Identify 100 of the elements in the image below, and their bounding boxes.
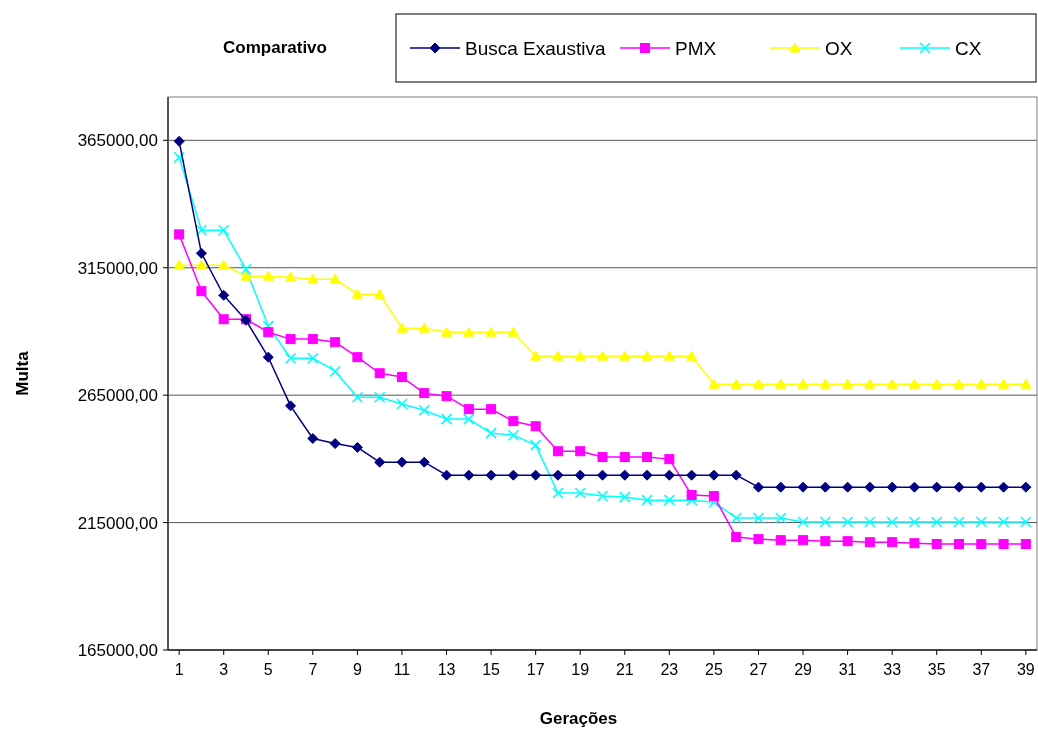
point <box>575 446 586 457</box>
point <box>1020 378 1032 389</box>
point <box>329 438 341 450</box>
point <box>418 322 430 333</box>
point <box>262 270 274 281</box>
point <box>686 490 697 501</box>
point <box>953 516 965 528</box>
point <box>597 469 608 481</box>
point <box>374 456 386 468</box>
point <box>864 516 876 528</box>
point <box>908 481 920 493</box>
point <box>574 487 586 499</box>
point <box>775 512 787 524</box>
point <box>218 289 230 301</box>
point <box>330 337 341 348</box>
point <box>195 247 207 259</box>
x-tick-label: 17 <box>526 661 545 678</box>
point <box>841 516 854 528</box>
point <box>731 532 742 543</box>
point <box>418 456 430 468</box>
point <box>596 490 609 502</box>
point <box>1020 538 1031 549</box>
point <box>173 135 185 147</box>
point <box>730 378 742 389</box>
point <box>174 229 185 240</box>
point <box>173 259 185 270</box>
point <box>507 469 519 481</box>
point <box>196 286 207 297</box>
point <box>529 439 542 451</box>
point <box>307 352 319 364</box>
point <box>842 536 853 547</box>
point <box>753 534 764 545</box>
point <box>507 429 520 441</box>
point <box>619 350 631 361</box>
point <box>641 494 653 506</box>
point <box>798 535 809 546</box>
point <box>752 378 764 389</box>
point <box>998 538 1009 549</box>
x-tick-label: 15 <box>482 661 501 678</box>
point <box>195 224 208 237</box>
legend-label: PMX <box>675 37 717 59</box>
point <box>552 487 564 499</box>
point <box>842 481 854 493</box>
point <box>954 538 965 549</box>
x-tick-label: 3 <box>219 661 229 678</box>
point <box>218 259 230 270</box>
x-tick-label: 19 <box>571 661 590 678</box>
point <box>886 378 898 389</box>
point <box>775 481 787 493</box>
point <box>908 516 921 528</box>
x-tick-label: 7 <box>308 661 318 678</box>
x-tick-label: 21 <box>615 661 634 678</box>
x-tick-label: 35 <box>927 661 946 678</box>
point <box>797 516 809 528</box>
x-tick-label: 25 <box>705 661 723 678</box>
x-tick-label: 23 <box>660 661 679 678</box>
point <box>285 400 297 412</box>
point <box>864 537 875 548</box>
point <box>975 481 987 493</box>
point <box>507 326 519 337</box>
point <box>931 481 943 493</box>
point <box>351 441 363 453</box>
x-tick-label: 11 <box>393 661 411 678</box>
point <box>930 516 943 528</box>
point <box>752 512 765 524</box>
point <box>173 151 185 164</box>
point <box>396 456 408 468</box>
point <box>641 350 653 361</box>
point <box>641 469 653 481</box>
point <box>284 352 297 364</box>
x-tick-label: 9 <box>352 661 362 678</box>
y-tick-label: 365000,00 <box>77 131 158 151</box>
point <box>708 469 720 481</box>
point <box>440 413 453 425</box>
point <box>552 446 563 457</box>
x-tick-label: 39 <box>1016 661 1035 678</box>
point <box>820 536 831 547</box>
point <box>619 452 630 463</box>
x-tick-label: 27 <box>749 661 768 678</box>
point <box>886 481 898 493</box>
point <box>842 378 854 389</box>
point <box>485 427 497 439</box>
point <box>240 263 252 276</box>
point <box>819 378 831 389</box>
point <box>463 413 475 425</box>
point <box>686 469 698 481</box>
legend-label: OX <box>825 37 853 59</box>
x-tick-label: 31 <box>838 661 857 678</box>
point <box>373 391 386 403</box>
point <box>708 491 719 502</box>
point <box>909 538 920 549</box>
x-axis-title: Gerações <box>539 709 618 728</box>
point <box>552 469 564 481</box>
point <box>797 481 809 493</box>
point <box>485 469 497 481</box>
point <box>195 259 207 270</box>
point <box>619 469 631 481</box>
point <box>307 273 319 284</box>
point <box>953 378 965 389</box>
point <box>307 334 318 345</box>
